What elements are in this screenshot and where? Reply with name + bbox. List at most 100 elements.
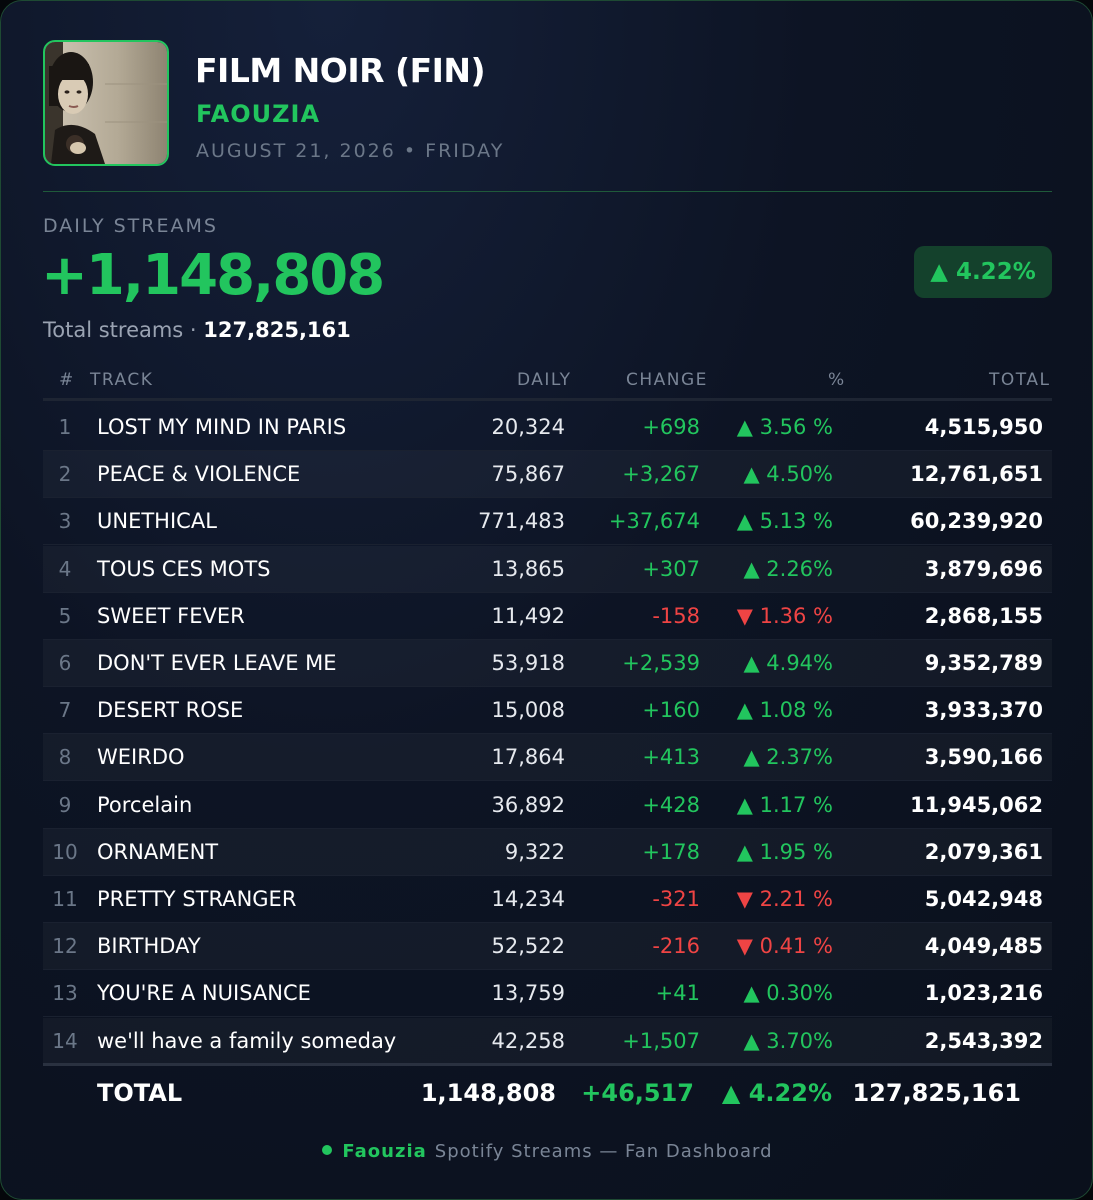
row-daily: 75,867 <box>491 462 565 487</box>
row-daily: 15,008 <box>491 698 565 723</box>
row-total: 4,515,950 <box>924 415 1043 439</box>
row-track-name[interactable]: LOST MY MIND IN PARIS <box>97 415 347 439</box>
album-title: FILM NOIR (FIN) <box>195 51 486 90</box>
table-row[interactable]: 13 YOU'RE A NUISANCE 13,759 +41 ▲ 0.30% 1,023… <box>43 970 1052 1018</box>
row-daily: 17,864 <box>491 745 565 770</box>
table-row[interactable]: 9 Porcelain 36,892 +428 ▲ 1.17 % 11,945,062 <box>43 782 1052 829</box>
row-percent: ▲ 5.13 % <box>736 509 833 534</box>
daily-streams-label: DAILY STREAMS <box>43 215 218 237</box>
row-rank: 12 <box>52 934 78 959</box>
table-row[interactable]: 8 WEIRDO 17,864 +413 ▲ 2.37% 3,590,166 <box>43 734 1052 782</box>
row-percent: ▲ 3.70% <box>743 1028 833 1053</box>
row-track-name[interactable]: WEIRDO <box>97 745 185 770</box>
table-row[interactable]: 6 DON'T EVER LEAVE ME 53,918 +2,539 ▲ 4.94% 9… <box>43 640 1052 687</box>
row-rank: 11 <box>52 887 78 911</box>
row-total: 3,879,696 <box>924 556 1043 581</box>
row-rank: 14 <box>52 1028 78 1053</box>
row-track-name[interactable]: UNETHICAL <box>97 509 217 534</box>
row-change: -158 <box>652 603 700 628</box>
row-track-name[interactable]: Porcelain <box>97 792 193 817</box>
row-change: +160 <box>642 698 700 723</box>
row-change: +698 <box>642 415 700 439</box>
table-row[interactable]: 14 we'll have a family someday 42,258 +1,50… <box>43 1018 1052 1065</box>
column-header-percent[interactable]: % <box>828 370 846 390</box>
column-header-track[interactable]: TRACK <box>90 370 154 390</box>
row-percent: ▼ 2.21 % <box>736 887 833 911</box>
row-rank: 1 <box>58 415 72 439</box>
row-rank: 10 <box>52 839 78 864</box>
row-change: +37,674 <box>608 509 700 534</box>
status-dot-icon <box>322 1145 333 1155</box>
table-row[interactable]: 11 PRETTY STRANGER 14,234 -321 ▼ 2.21 % 5,042… <box>43 876 1052 923</box>
row-total: 1,023,216 <box>924 981 1043 1006</box>
row-daily: 53,918 <box>491 651 565 675</box>
row-total: 3,590,166 <box>924 745 1043 770</box>
column-header-daily[interactable]: DAILY <box>517 370 572 390</box>
table-row[interactable]: 12 BIRTHDAY 52,522 -216 ▼ 0.41 % 4,049,485 <box>43 923 1052 971</box>
row-percent: ▼ 1.36 % <box>736 603 833 628</box>
table-row[interactable]: 3 UNETHICAL 771,483 +37,674 ▲ 5.13 % 60,239,9… <box>43 498 1052 546</box>
footer-brand[interactable]: Faouzia <box>342 1141 427 1162</box>
row-track-name[interactable]: YOU'RE A NUISANCE <box>97 981 311 1006</box>
row-total: 60,239,920 <box>910 509 1043 534</box>
total-row-change: +46,517 <box>581 1079 694 1107</box>
row-change: +413 <box>642 745 700 770</box>
row-change: +307 <box>642 556 700 581</box>
artist-name[interactable]: FAOUZIA <box>196 100 321 128</box>
row-rank: 8 <box>58 745 72 770</box>
row-percent: ▲ 4.50% <box>743 462 833 487</box>
report-date: AUGUST 21, 2026 • FRIDAY <box>196 140 505 162</box>
row-daily: 52,522 <box>491 934 565 959</box>
row-track-name[interactable]: we'll have a family someday <box>97 1028 397 1053</box>
total-streams-value: 127,825,161 <box>203 318 351 342</box>
footer-text: Spotify Streams — Fan Dashboard <box>434 1141 773 1162</box>
row-track-name[interactable]: BIRTHDAY <box>97 934 201 959</box>
total-row-label: TOTAL <box>97 1079 183 1107</box>
total-streams-line: Total streams · 127,825,161 <box>43 318 351 342</box>
table-row[interactable]: 4 TOUS CES MOTS 13,865 +307 ▲ 2.26% 3,879,696 <box>43 546 1052 593</box>
row-track-name[interactable]: ORNAMENT <box>97 839 219 864</box>
row-track-name[interactable]: PRETTY STRANGER <box>97 887 297 911</box>
row-rank: 13 <box>52 981 78 1006</box>
total-row-total: 127,825,161 <box>852 1079 1021 1107</box>
header-underline <box>43 398 1052 401</box>
row-percent: ▲ 1.08 % <box>736 698 833 723</box>
row-change: +2,539 <box>622 651 700 675</box>
row-track-name[interactable]: DON'T EVER LEAVE ME <box>97 651 337 675</box>
row-daily: 771,483 <box>478 509 565 534</box>
row-rank: 2 <box>58 462 72 487</box>
row-total: 3,933,370 <box>924 698 1043 723</box>
total-separator <box>43 1063 1052 1066</box>
row-change: +428 <box>642 792 700 817</box>
row-daily: 14,234 <box>491 887 565 911</box>
table-row[interactable]: 1 LOST MY MIND IN PARIS 20,324 +698 ▲ 3.56 %… <box>43 404 1052 451</box>
row-percent: ▲ 2.26% <box>743 556 833 581</box>
row-daily: 11,492 <box>491 603 565 628</box>
daily-streams-value: +1,148,808 <box>41 243 385 308</box>
row-daily: 36,892 <box>491 792 565 817</box>
row-track-name[interactable]: SWEET FEVER <box>97 603 245 628</box>
header-divider <box>43 191 1052 192</box>
table-row[interactable]: 7 DESERT ROSE 15,008 +160 ▲ 1.08 % 3,933,370 <box>43 687 1052 735</box>
row-rank: 7 <box>58 698 72 723</box>
column-header-change[interactable]: CHANGE <box>626 370 708 390</box>
row-total: 9,352,789 <box>924 651 1043 675</box>
footer: Faouzia Spotify Streams — Fan Dashboard <box>1 1141 1092 1162</box>
row-daily: 42,258 <box>491 1028 565 1053</box>
row-total: 2,868,155 <box>924 603 1043 628</box>
table-row[interactable]: 5 SWEET FEVER 11,492 -158 ▼ 1.36 % 2,868,155 <box>43 593 1052 640</box>
row-total: 11,945,062 <box>910 792 1043 817</box>
table-row[interactable]: 10 ORNAMENT 9,322 +178 ▲ 1.95 % 2,079,361 <box>43 829 1052 876</box>
row-percent: ▲ 3.56 % <box>736 415 833 439</box>
column-header-total[interactable]: TOTAL <box>989 370 1051 390</box>
row-rank: 5 <box>58 603 72 628</box>
row-percent: ▲ 4.94% <box>743 651 833 675</box>
row-track-name[interactable]: DESERT ROSE <box>97 698 244 723</box>
row-track-name[interactable]: TOUS CES MOTS <box>97 556 271 581</box>
row-change: +1,507 <box>622 1028 700 1053</box>
table-row[interactable]: 2 PEACE & VIOLENCE 75,867 +3,267 ▲ 4.50% 12,7… <box>43 451 1052 499</box>
album-cover-image <box>43 40 169 166</box>
row-percent: ▲ 1.17 % <box>736 792 833 817</box>
row-track-name[interactable]: PEACE & VIOLENCE <box>97 462 301 487</box>
total-row-daily: 1,148,808 <box>420 1079 556 1107</box>
